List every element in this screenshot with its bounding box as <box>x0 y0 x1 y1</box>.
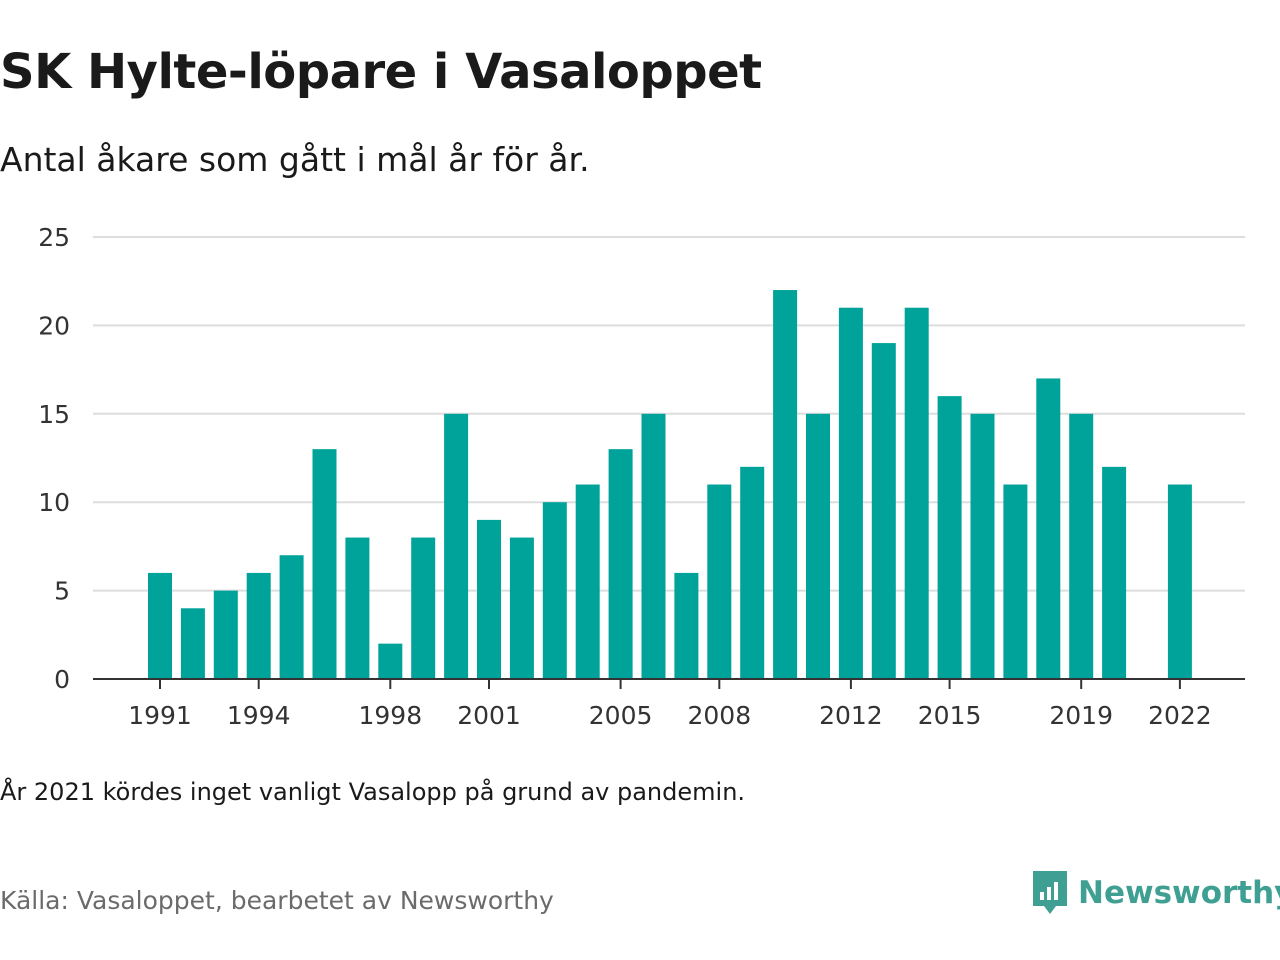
source-credit: Källa: Vasaloppet, bearbetet av Newswort… <box>0 886 554 915</box>
bar-2003 <box>542 502 567 679</box>
bar-2005 <box>608 449 633 679</box>
bar-2012 <box>838 307 863 679</box>
bar-2010 <box>773 290 798 679</box>
y-axis-ticks: 0 5 10 15 20 25 <box>38 223 70 694</box>
bar-2004 <box>575 484 600 679</box>
bar-1996 <box>312 449 337 679</box>
bar-2009 <box>740 466 765 679</box>
bar-1991 <box>148 572 172 679</box>
bar-1994 <box>246 572 271 679</box>
bar-2019 <box>1069 413 1094 679</box>
x-tick-label-2019: 2019 <box>1049 701 1113 730</box>
bar-2007 <box>674 572 699 679</box>
y-tick-label-20: 20 <box>38 311 70 340</box>
x-tick-label-1998: 1998 <box>358 701 422 730</box>
footnote: År 2021 kördes inget vanligt Vasalopp på… <box>0 778 746 806</box>
chart-subtitle: Antal åkare som gått i mål år för år. <box>0 140 590 179</box>
bar-2011 <box>806 413 830 679</box>
bar-2016 <box>970 413 995 679</box>
brand-name: Newsworthy <box>1078 875 1280 911</box>
bar-2000 <box>444 413 469 679</box>
x-tick-label-2015: 2015 <box>918 701 982 730</box>
bar-2018 <box>1036 378 1061 679</box>
x-axis-ticks: 1991 1994 1998 2001 2005 2008 2012 2015 2019 2022 <box>128 679 1212 730</box>
x-tick-label-2001: 2001 <box>457 701 521 730</box>
bars <box>148 290 1192 679</box>
bar-2017 <box>1003 484 1028 679</box>
bar-2022 <box>1167 484 1192 679</box>
bar-1992 <box>180 608 205 679</box>
bar-1999 <box>411 537 436 679</box>
bar-1993 <box>213 590 238 679</box>
bar-2013 <box>871 343 896 679</box>
bar-2008 <box>707 484 732 679</box>
y-tick-label-5: 5 <box>54 577 70 606</box>
x-tick-label-2005: 2005 <box>589 701 653 730</box>
y-tick-label-0: 0 <box>54 665 70 694</box>
x-tick-label-2022: 2022 <box>1148 701 1212 730</box>
bar-1997 <box>345 537 370 679</box>
bar-1998 <box>378 643 403 679</box>
x-tick-label-1991: 1991 <box>128 701 192 730</box>
y-tick-label-15: 15 <box>38 400 70 429</box>
chart-title: SK Hylte-löpare i Vasaloppet <box>0 44 762 100</box>
y-tick-label-10: 10 <box>38 488 70 517</box>
bar-1995 <box>279 555 304 679</box>
newsworthy-logo-icon <box>1033 871 1067 914</box>
bar-chart: 0 5 10 15 20 25 1991 1994 1998 2001 2005 2008 2012 2… <box>38 223 1245 730</box>
bar-2014 <box>904 307 929 679</box>
bar-2020 <box>1102 466 1127 679</box>
y-tick-label-25: 25 <box>38 223 70 252</box>
x-tick-label-2012: 2012 <box>819 701 883 730</box>
brand-logo[interactable]: Newsworthy <box>1030 868 1280 918</box>
bar-2006 <box>641 413 666 679</box>
x-tick-label-1994: 1994 <box>227 701 291 730</box>
bar-2002 <box>509 537 534 679</box>
bar-2001 <box>477 519 501 679</box>
bar-2015 <box>937 396 962 679</box>
x-tick-label-2008: 2008 <box>687 701 751 730</box>
